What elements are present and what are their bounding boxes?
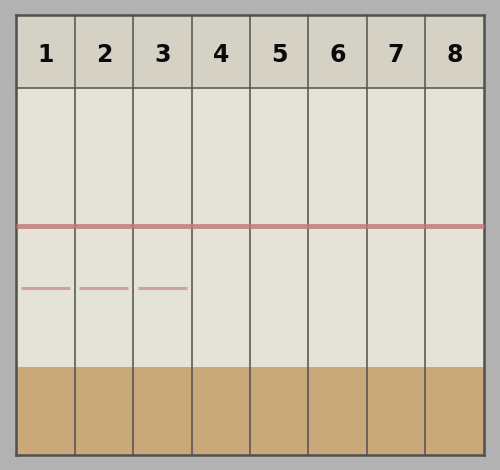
Text: 2: 2 — [96, 43, 112, 67]
Text: 5: 5 — [271, 43, 287, 67]
Text: 7: 7 — [388, 43, 404, 67]
Text: 8: 8 — [446, 43, 462, 67]
Text: 1: 1 — [38, 43, 54, 67]
Text: 4: 4 — [212, 43, 229, 67]
Bar — [16, 16, 483, 88]
Bar — [16, 367, 483, 454]
Text: 3: 3 — [154, 43, 170, 67]
Text: 6: 6 — [330, 43, 346, 67]
